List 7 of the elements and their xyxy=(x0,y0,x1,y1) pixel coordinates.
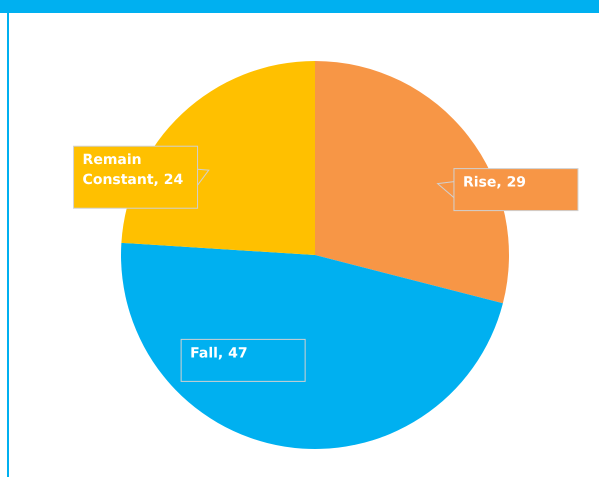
slice-label: Rise xyxy=(462,174,496,191)
slice-label: Fall xyxy=(190,345,218,362)
data-label: , 24 xyxy=(154,172,184,188)
slice-label: Remain Constant xyxy=(82,152,154,188)
data-label: , 47 xyxy=(218,345,248,362)
pie-slice xyxy=(121,242,503,449)
data-label: , 29 xyxy=(496,174,526,191)
